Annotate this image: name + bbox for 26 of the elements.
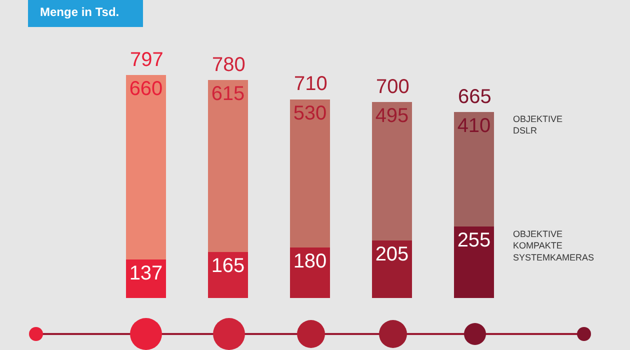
total-label: 797 bbox=[130, 49, 164, 71]
chart-title: Menge in Tsd. bbox=[28, 0, 143, 27]
data-label: 137 bbox=[129, 262, 163, 285]
data-label: 495 bbox=[375, 105, 409, 128]
total-label: 665 bbox=[458, 86, 492, 108]
bar bbox=[454, 112, 494, 227]
bar bbox=[372, 102, 412, 241]
data-label: 205 bbox=[375, 244, 409, 266]
data-label: 530 bbox=[293, 102, 327, 124]
total-label: 780 bbox=[212, 54, 246, 76]
data-label: 660 bbox=[129, 78, 163, 100]
total-label: 710 bbox=[294, 73, 328, 95]
bar bbox=[290, 99, 330, 248]
total-label: 700 bbox=[376, 76, 410, 98]
data-label: 165 bbox=[211, 254, 245, 277]
bar bbox=[372, 240, 412, 298]
data-label: 255 bbox=[457, 230, 491, 252]
data-label: 410 bbox=[457, 114, 491, 137]
data-label: 615 bbox=[211, 82, 245, 105]
text: OBJEKTIVE KOMPAKTE SYSTEMKAMERAS bbox=[513, 229, 594, 262]
text: OBJEKTIVE DSLR bbox=[513, 114, 563, 136]
bar bbox=[208, 80, 248, 252]
data-label: 180 bbox=[293, 250, 327, 273]
bar bbox=[454, 226, 494, 298]
bar bbox=[290, 248, 330, 298]
bar bbox=[126, 74, 166, 260]
